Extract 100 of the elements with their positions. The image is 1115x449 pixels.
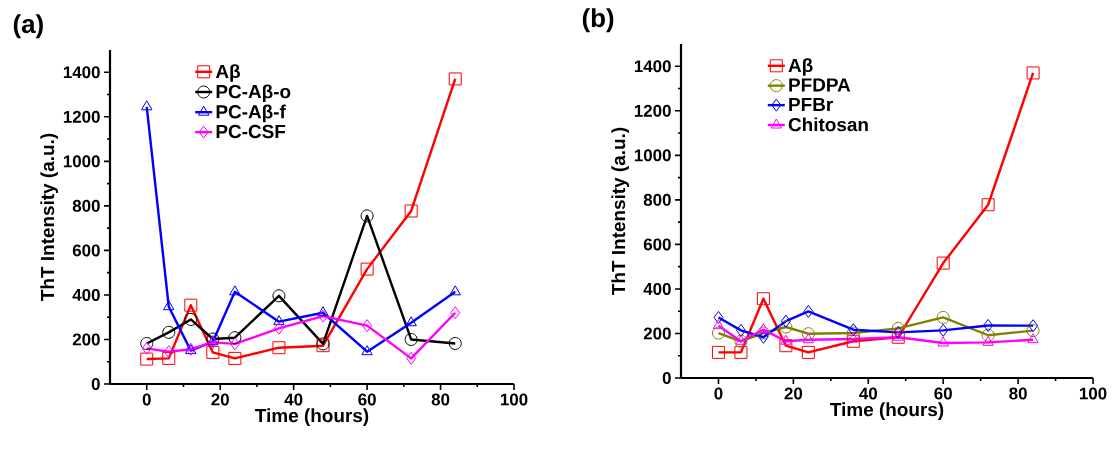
y-tick-label: 800 (643, 193, 671, 206)
point (780, 314, 791, 328)
y-tick-label: 200 (72, 333, 100, 346)
point (163, 345, 174, 359)
point (404, 204, 418, 218)
point (1027, 333, 1039, 344)
y-tick-label: 1400 (63, 66, 100, 79)
point (981, 198, 995, 212)
point (779, 320, 793, 334)
y-tick-label: 1200 (63, 110, 100, 123)
x-tick-label: 100 (1079, 387, 1107, 400)
point (1026, 66, 1040, 80)
point (162, 325, 176, 339)
point (711, 345, 725, 359)
point (273, 315, 285, 326)
legend-label: Chitosan (788, 117, 868, 132)
point (846, 334, 860, 348)
point (184, 312, 198, 326)
y-tick-label: 200 (643, 327, 671, 340)
legend-label: Aβ (788, 58, 813, 76)
point (891, 321, 905, 335)
x-tick-label: 100 (500, 393, 528, 406)
point (405, 316, 417, 327)
point (229, 337, 240, 351)
x-tick-label: 40 (284, 393, 303, 406)
legend-label: PC-CSF (216, 124, 286, 139)
legend-label: Aβ (215, 64, 240, 82)
point (448, 336, 462, 350)
point (713, 310, 724, 324)
x-tick-label: 20 (784, 387, 803, 400)
point (936, 256, 950, 270)
point (711, 326, 725, 340)
point (162, 351, 176, 365)
point (141, 100, 153, 111)
point (273, 321, 284, 335)
y-tick-label: 600 (643, 238, 671, 251)
point (163, 300, 175, 311)
point (360, 209, 374, 223)
point (937, 336, 949, 347)
legend-label: PFDPA (789, 78, 851, 92)
point (802, 333, 815, 344)
legend-label: PFBr (789, 97, 833, 111)
y-tick-label: 1400 (634, 60, 671, 73)
point (981, 328, 995, 342)
point (184, 298, 198, 312)
x-tick-label: 80 (1009, 387, 1027, 400)
point (362, 319, 373, 333)
y-tick-label: 1000 (63, 155, 100, 168)
y-tick-label: 400 (643, 282, 671, 295)
point (936, 310, 950, 324)
x-tick-label: 60 (934, 387, 952, 400)
x-tick-label: 80 (431, 393, 450, 406)
point (801, 345, 815, 359)
point (735, 323, 746, 337)
point (406, 351, 417, 365)
point (1028, 319, 1039, 333)
point (360, 262, 374, 276)
point (317, 306, 329, 317)
point (803, 304, 814, 318)
point (756, 326, 770, 340)
point (938, 323, 949, 337)
point (228, 331, 242, 345)
point (140, 336, 154, 350)
point (448, 72, 462, 86)
point (758, 330, 769, 344)
y-axis-title: ThT Intensity (a.u.) (611, 127, 629, 295)
point (983, 318, 994, 332)
point (893, 325, 904, 339)
y-tick-label: 1200 (634, 104, 671, 117)
x-axis-title: Time (hours) (255, 408, 369, 426)
point (361, 345, 373, 356)
x-tick-label: 60 (358, 393, 376, 406)
x-tick-label: 20 (211, 393, 229, 406)
point (228, 351, 242, 365)
point (757, 323, 770, 334)
point (756, 292, 770, 306)
point (449, 285, 461, 296)
y-tick-label: 1000 (634, 149, 671, 162)
y-tick-label: 0 (91, 378, 100, 390)
point (229, 285, 241, 296)
point (206, 345, 220, 359)
x-tick-label: 40 (859, 387, 877, 400)
point (734, 345, 748, 359)
x-tick-label: 0 (714, 387, 723, 400)
point (847, 332, 859, 343)
y-tick-label: 400 (72, 288, 100, 301)
point (450, 306, 461, 320)
point (140, 352, 154, 366)
point (780, 334, 792, 345)
point (318, 309, 329, 323)
point (141, 341, 152, 355)
point (404, 332, 418, 346)
legend-label: PC-Aβ-f (216, 104, 286, 123)
point (801, 327, 815, 341)
chart-title: (b) (582, 8, 614, 33)
point (712, 319, 725, 330)
x-tick-label: 0 (142, 393, 151, 406)
chart-title: (a) (13, 14, 43, 39)
point (272, 341, 286, 355)
legend-label: PC-Aβ-o (216, 84, 291, 103)
